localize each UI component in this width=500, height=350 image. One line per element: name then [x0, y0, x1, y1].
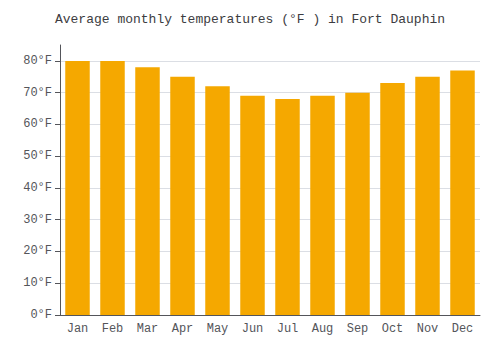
svg-text:Nov: Nov — [417, 322, 439, 336]
svg-text:20°F: 20°F — [23, 244, 52, 258]
svg-text:30°F: 30°F — [23, 213, 52, 227]
svg-text:50°F: 50°F — [23, 149, 52, 163]
svg-text:80°F: 80°F — [23, 54, 52, 68]
svg-text:10°F: 10°F — [23, 276, 52, 290]
svg-text:Sep: Sep — [347, 322, 369, 336]
svg-text:60°F: 60°F — [23, 117, 52, 131]
svg-text:Mar: Mar — [137, 322, 159, 336]
svg-text:0°F: 0°F — [30, 308, 52, 322]
svg-text:Dec: Dec — [452, 322, 474, 336]
svg-text:May: May — [207, 322, 229, 336]
svg-text:Aug: Aug — [312, 322, 334, 336]
svg-text:Apr: Apr — [172, 322, 194, 336]
svg-text:Oct: Oct — [382, 322, 404, 336]
svg-text:Average monthly temperatures (: Average monthly temperatures (°F ) in Fo… — [55, 12, 445, 27]
svg-text:Jan: Jan — [67, 322, 89, 336]
svg-text:70°F: 70°F — [23, 86, 52, 100]
svg-text:40°F: 40°F — [23, 181, 52, 195]
svg-text:Jul: Jul — [277, 322, 299, 336]
svg-text:Jun: Jun — [242, 322, 264, 336]
svg-text:Feb: Feb — [102, 322, 124, 336]
